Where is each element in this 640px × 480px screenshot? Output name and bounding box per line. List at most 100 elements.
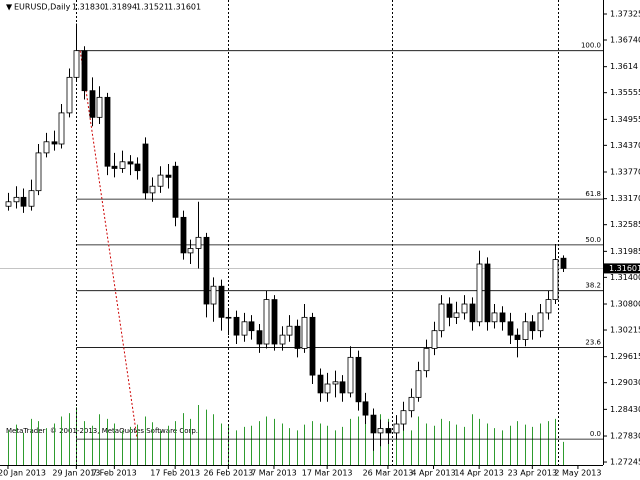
- candle-body: [537, 312, 544, 332]
- fibo-label: 50.0: [585, 236, 601, 244]
- fibo-label: 0.0: [590, 430, 601, 438]
- y-tick-label: 1.31400: [610, 273, 640, 282]
- candle-body: [256, 330, 263, 345]
- candle-body: [233, 316, 240, 336]
- y-tick-label: 1.34955: [610, 115, 640, 124]
- candle-body: [263, 299, 270, 345]
- candle-body: [5, 201, 12, 207]
- candle-body: [324, 383, 331, 394]
- candle-body: [66, 76, 73, 114]
- candle-body: [165, 174, 172, 178]
- candle-body: [149, 185, 156, 194]
- header-close: 1.31601: [168, 3, 201, 12]
- candle-body: [210, 285, 217, 305]
- candle-body: [431, 330, 438, 349]
- y-tick-label: 1.37325: [610, 10, 640, 19]
- y-tick-label: 1.36740: [610, 36, 640, 45]
- candle-body: [111, 165, 118, 169]
- candle-body: [339, 381, 346, 394]
- x-tick-label: 26 Feb 2013: [203, 469, 253, 478]
- candle-body: [81, 50, 88, 92]
- y-tick-label: 1.27830: [610, 432, 640, 441]
- x-tick-label: 29 Jan 2013: [52, 469, 100, 478]
- x-tick-label: 14 Apr 2013: [454, 469, 503, 478]
- candle-body: [187, 248, 194, 254]
- y-tick-label: 1.34370: [610, 141, 640, 150]
- candle-body: [13, 196, 20, 203]
- header-open: 1.31830: [72, 3, 105, 12]
- y-tick-label: 1.32585: [610, 220, 640, 229]
- candle-body: [400, 410, 407, 425]
- y-tick-label: 1.30800: [610, 300, 640, 309]
- candle-body: [423, 348, 430, 372]
- candle-body: [225, 316, 232, 319]
- candle-body: [218, 285, 225, 318]
- candle-body: [96, 96, 103, 118]
- candle-body: [484, 263, 491, 323]
- x-tick-label: 2 May 2013: [554, 469, 601, 478]
- x-tick-label: 26 Mar 2013: [363, 469, 414, 478]
- candle-body: [20, 196, 27, 207]
- candle-body: [43, 141, 50, 154]
- y-tick-label: 1.27245: [610, 458, 640, 467]
- candle-body: [446, 303, 453, 318]
- x-tick-label: 7 Mar 2013: [251, 469, 297, 478]
- candle-body: [552, 259, 559, 300]
- fibo-label: 100.0: [581, 42, 601, 50]
- candle-body: [248, 321, 255, 332]
- candle-body: [317, 374, 324, 394]
- candle-body: [294, 325, 301, 349]
- y-tick-label: 1.29615: [610, 352, 640, 361]
- candle-body: [142, 143, 149, 194]
- candle-body: [134, 163, 141, 172]
- candle-body: [507, 321, 514, 336]
- candle-body: [529, 321, 536, 332]
- y-tick-label: 1.28430: [610, 405, 640, 414]
- candle-body: [408, 396, 415, 412]
- header-symbol: EURUSD,Daily: [14, 3, 71, 12]
- candle-body: [461, 303, 468, 314]
- y-tick-label: 1.33170: [610, 194, 640, 203]
- candle-body: [309, 316, 316, 376]
- y-tick-label: 1.33770: [610, 168, 640, 177]
- header-arrow: ▼: [6, 3, 13, 12]
- current-price-label: 1.31601: [609, 264, 640, 273]
- y-tick-label: 1.30215: [610, 326, 640, 335]
- candle-body: [203, 236, 210, 305]
- y-tick-label: 1.35555: [610, 88, 640, 97]
- candle-body: [370, 414, 377, 434]
- candle-body: [195, 236, 202, 249]
- candle-body: [438, 303, 445, 332]
- candle-body: [127, 161, 134, 165]
- header-low: 1.31521: [136, 3, 169, 12]
- candle-body: [514, 334, 521, 340]
- candle-body: [58, 112, 65, 145]
- x-tick-label: 17 Feb 2013: [150, 469, 200, 478]
- fibo-label: 61.8: [585, 190, 601, 198]
- candle-body: [499, 312, 506, 323]
- candle-body: [180, 216, 187, 254]
- candle-body: [104, 96, 111, 167]
- current-price-box: [604, 263, 640, 274]
- candle-body: [271, 299, 278, 345]
- candle-body: [35, 152, 42, 192]
- y-tick-label: 1.31985: [610, 247, 640, 256]
- candle-body: [119, 161, 126, 169]
- candle-body: [522, 321, 529, 340]
- candle-body: [347, 356, 354, 394]
- candle-body: [89, 90, 96, 118]
- candle-body: [491, 312, 498, 323]
- candle-body: [393, 423, 400, 434]
- candle-body: [453, 312, 460, 318]
- x-tick-label: 23 Apr 2013: [508, 469, 557, 478]
- candle-body: [332, 381, 339, 385]
- candle-body: [73, 50, 80, 78]
- y-tick-label: 1.29030: [610, 378, 640, 387]
- candle-body: [51, 141, 58, 145]
- header-high: 1.31894: [104, 3, 137, 12]
- candle-body: [476, 263, 483, 323]
- candle-body: [362, 401, 369, 416]
- candle-body: [172, 165, 179, 218]
- fibo-label: 38.2: [585, 282, 601, 290]
- x-tick-label: 7 Feb 2013: [92, 469, 137, 478]
